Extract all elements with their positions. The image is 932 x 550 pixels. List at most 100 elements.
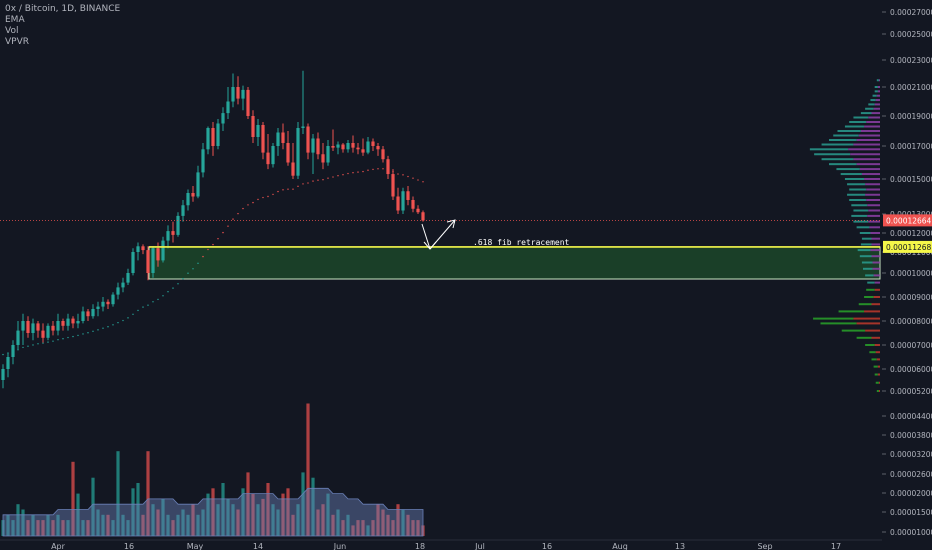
candle-body[interactable] bbox=[151, 248, 155, 273]
candle-body[interactable] bbox=[191, 193, 195, 197]
candle-body[interactable] bbox=[376, 146, 380, 150]
candle-body[interactable] bbox=[76, 321, 80, 324]
candle-body[interactable] bbox=[126, 273, 130, 283]
candle-body[interactable] bbox=[361, 149, 365, 153]
candle-body[interactable] bbox=[226, 101, 230, 114]
candle-body[interactable] bbox=[316, 138, 320, 155]
candle-body[interactable] bbox=[11, 345, 15, 357]
vpvr-bar-down bbox=[871, 243, 880, 246]
candle-body[interactable] bbox=[271, 146, 275, 165]
candle-body[interactable] bbox=[71, 318, 75, 324]
legend-indicator-vpvr[interactable]: VPVR bbox=[5, 37, 29, 47]
candle-body[interactable] bbox=[66, 318, 70, 326]
ema-point bbox=[192, 268, 194, 270]
candle-body[interactable] bbox=[131, 252, 135, 273]
legend-title[interactable]: 0x / Bitcoin, 1D, BINANCE bbox=[5, 4, 121, 14]
candle-body[interactable] bbox=[86, 311, 90, 317]
candle-body[interactable] bbox=[386, 159, 390, 175]
candle-body[interactable] bbox=[21, 321, 25, 331]
candle-body[interactable] bbox=[211, 128, 215, 146]
candle-body[interactable] bbox=[406, 191, 410, 200]
candle-body[interactable] bbox=[366, 141, 370, 153]
candle-body[interactable] bbox=[101, 301, 105, 307]
candle-body[interactable] bbox=[261, 125, 265, 153]
legend-indicator-ema[interactable]: EMA bbox=[5, 15, 25, 25]
candle-body[interactable] bbox=[146, 250, 150, 273]
candle-body[interactable] bbox=[6, 357, 10, 369]
candle-body[interactable] bbox=[161, 240, 165, 261]
vpvr-bar-up bbox=[844, 178, 865, 180]
candle-body[interactable] bbox=[216, 123, 220, 147]
candle-body[interactable] bbox=[396, 196, 400, 211]
candle-body[interactable] bbox=[276, 132, 280, 147]
candle-body[interactable] bbox=[111, 294, 115, 305]
candle-body[interactable] bbox=[371, 141, 375, 147]
candle-body[interactable] bbox=[106, 301, 110, 305]
candle-body[interactable] bbox=[296, 128, 300, 176]
candle-body[interactable] bbox=[186, 193, 190, 206]
candle-body[interactable] bbox=[346, 143, 350, 150]
candle-body[interactable] bbox=[141, 246, 145, 251]
candle-body[interactable] bbox=[81, 311, 85, 321]
ema-point bbox=[367, 169, 369, 171]
candle-body[interactable] bbox=[181, 205, 185, 216]
candle-body[interactable] bbox=[91, 309, 95, 317]
candle-body[interactable] bbox=[116, 287, 120, 295]
candle-body[interactable] bbox=[401, 191, 405, 211]
candle-body[interactable] bbox=[301, 126, 305, 129]
candle-body[interactable] bbox=[331, 146, 335, 148]
candle-body[interactable] bbox=[136, 246, 140, 252]
candle-body[interactable] bbox=[326, 146, 330, 163]
candle-body[interactable] bbox=[281, 132, 285, 144]
candle-body[interactable] bbox=[251, 116, 255, 137]
candle-body[interactable] bbox=[96, 306, 100, 309]
candle-body[interactable] bbox=[421, 212, 425, 221]
candle-body[interactable] bbox=[336, 144, 340, 148]
candle-body[interactable] bbox=[291, 162, 295, 176]
candle-body[interactable] bbox=[206, 128, 210, 150]
date-axis[interactable]: Apr 16 May 14 Jun 18 Jul 16 Aug 13 Sep 17 bbox=[0, 539, 882, 550]
candle-body[interactable] bbox=[246, 89, 250, 116]
candle-body[interactable] bbox=[411, 200, 415, 209]
candle-body[interactable] bbox=[231, 87, 235, 102]
candle-body[interactable] bbox=[61, 321, 65, 326]
candle-body[interactable] bbox=[171, 231, 175, 235]
candle-body[interactable] bbox=[391, 174, 395, 197]
candle-body[interactable] bbox=[51, 325, 55, 331]
candle-body[interactable] bbox=[31, 323, 35, 333]
candle-body[interactable] bbox=[311, 138, 315, 153]
vpvr-bar-down bbox=[860, 130, 880, 132]
candle-body[interactable] bbox=[176, 215, 180, 235]
candle-body[interactable] bbox=[56, 321, 60, 331]
candle-body[interactable] bbox=[201, 149, 205, 173]
candle-body[interactable] bbox=[306, 126, 310, 153]
candle-body[interactable] bbox=[356, 147, 360, 150]
candle-body[interactable] bbox=[256, 125, 260, 137]
candle-body[interactable] bbox=[241, 89, 245, 99]
candle-body[interactable] bbox=[381, 149, 385, 160]
vpvr-bar-up bbox=[865, 107, 874, 110]
candle-body[interactable] bbox=[156, 248, 160, 261]
vpvr-bar-up bbox=[861, 261, 873, 264]
candle-body[interactable] bbox=[341, 144, 345, 150]
candle-body[interactable] bbox=[266, 152, 270, 165]
legend-indicator-vol[interactable]: Vol bbox=[5, 26, 19, 36]
candle-body[interactable] bbox=[351, 143, 355, 148]
candle-body[interactable] bbox=[1, 369, 5, 380]
candle-body[interactable] bbox=[16, 330, 20, 345]
candle-body[interactable] bbox=[26, 321, 30, 333]
candle-body[interactable] bbox=[236, 87, 240, 99]
candle-body[interactable] bbox=[41, 330, 45, 338]
candle-body[interactable] bbox=[416, 208, 420, 213]
candle-body[interactable] bbox=[46, 325, 50, 338]
candle-body[interactable] bbox=[196, 172, 200, 197]
candle-body[interactable] bbox=[121, 282, 125, 288]
candle-body[interactable] bbox=[166, 231, 170, 241]
candle-body[interactable] bbox=[36, 323, 40, 331]
price-axis[interactable]: 0.00027000 0.00025000 0.00023000 0.00021000… bbox=[882, 0, 932, 550]
candle-body[interactable] bbox=[286, 143, 290, 163]
candle-body[interactable] bbox=[221, 113, 225, 124]
candle-body[interactable] bbox=[321, 154, 325, 163]
fib-retracement-zone[interactable] bbox=[148, 246, 881, 280]
